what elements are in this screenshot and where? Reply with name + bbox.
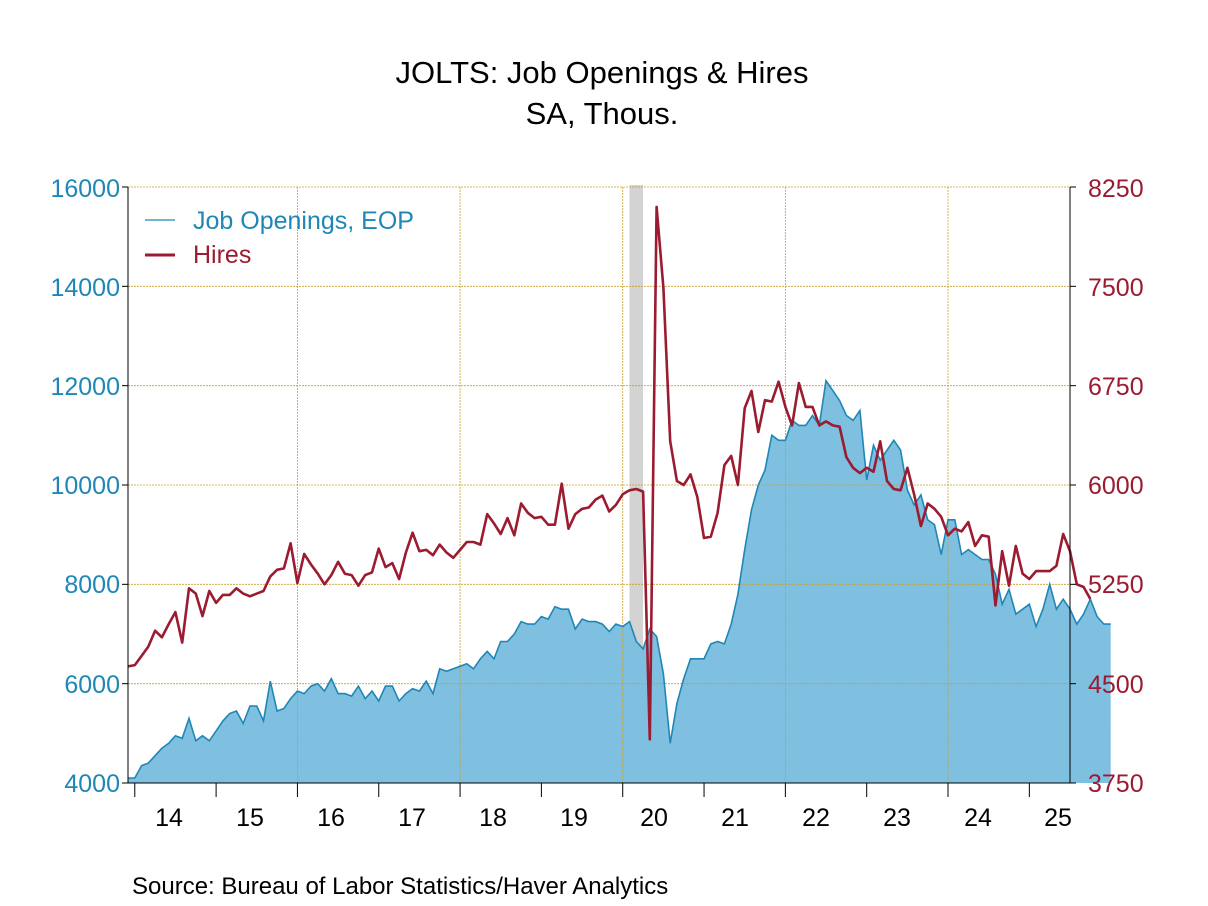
y-left-tick-label: 10000 <box>50 472 120 500</box>
y-right-tick-label: 4500 <box>1088 671 1144 699</box>
job-openings-area <box>128 380 1111 783</box>
job-openings-line <box>128 378 1111 779</box>
x-tick-label: 14 <box>155 804 183 832</box>
y-right-tick-labels: 8250 7500 6750 6000 5250 4500 3750 <box>1088 175 1144 798</box>
y-left-tick-label: 16000 <box>50 175 120 203</box>
x-tick-label: 24 <box>964 804 992 832</box>
y-left-tick-label: 4000 <box>64 770 120 798</box>
x-tick-label: 23 <box>883 804 911 832</box>
source-note: Source: Bureau of Labor Statistics/Haver… <box>132 873 668 900</box>
y-right-tick-label: 7500 <box>1088 274 1144 302</box>
x-tick-label: 25 <box>1044 804 1072 832</box>
x-tick-label: 17 <box>398 804 426 832</box>
x-tick-label: 19 <box>560 804 588 832</box>
axes <box>122 186 1076 797</box>
y-left-tick-label: 8000 <box>64 571 120 599</box>
legend: Job Openings, EOP Hires <box>145 207 414 269</box>
x-tick-label: 15 <box>236 804 264 832</box>
chart-subtitle: SA, Thous. <box>526 96 679 131</box>
y-right-tick-label: 6750 <box>1088 373 1144 401</box>
series-lines <box>127 205 1111 779</box>
x-tick-label: 22 <box>802 804 830 832</box>
x-tick-label: 18 <box>479 804 507 832</box>
x-tick-label: 20 <box>640 804 668 832</box>
job-openings-area-layer <box>128 380 1111 783</box>
y-right-tick-label: 8250 <box>1088 175 1144 203</box>
x-tick-label: 16 <box>317 804 345 832</box>
y-right-tick-label: 5250 <box>1088 571 1144 599</box>
y-left-tick-label: 14000 <box>50 274 120 302</box>
x-tick-labels: 14 15 16 17 18 19 20 21 22 23 24 25 <box>155 804 1072 832</box>
y-right-tick-label: 6000 <box>1088 472 1144 500</box>
x-tick-label: 21 <box>721 804 749 832</box>
y-left-tick-label: 6000 <box>64 671 120 699</box>
legend-label-job-openings: Job Openings, EOP <box>193 207 414 235</box>
legend-label-hires: Hires <box>193 241 251 269</box>
y-right-tick-label: 3750 <box>1088 770 1144 798</box>
chart-title: JOLTS: Job Openings & Hires <box>396 55 809 90</box>
y-left-tick-labels: 16000 14000 12000 10000 8000 6000 4000 <box>50 175 120 798</box>
y-left-tick-label: 12000 <box>50 373 120 401</box>
hires-line <box>127 205 1092 741</box>
